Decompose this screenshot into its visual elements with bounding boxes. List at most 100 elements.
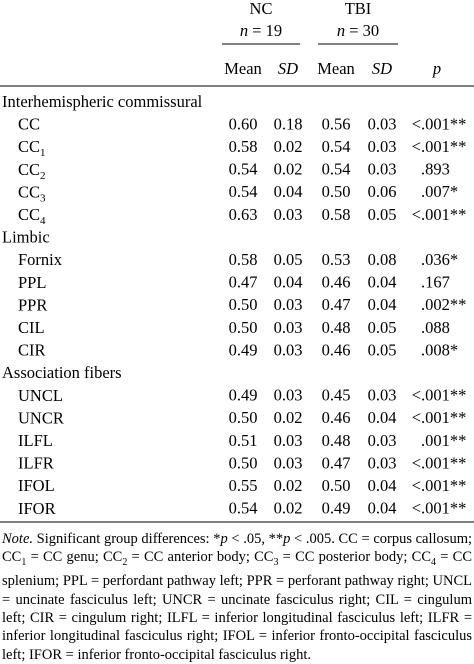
label: UNCL bbox=[18, 386, 63, 405]
cell-value: 0.05 bbox=[368, 318, 397, 337]
cell-value: 0.03 bbox=[274, 453, 303, 472]
cell-value: 0.47 bbox=[322, 295, 351, 314]
group-n: n = 19 bbox=[240, 21, 282, 40]
row-label: IFOR bbox=[18, 499, 56, 518]
note-text: = CC posterior body; CC bbox=[278, 549, 432, 566]
row-label: Fornix bbox=[18, 250, 63, 269]
cell-value: 0.02 bbox=[274, 160, 303, 179]
p-value: .893 bbox=[421, 160, 450, 179]
note-text: 2 bbox=[122, 557, 128, 569]
cell-value: 0.56 bbox=[322, 114, 351, 133]
cell-value: 0.54 bbox=[229, 499, 258, 518]
cell-value: 0.49 bbox=[229, 386, 258, 405]
p-value: .008* bbox=[421, 340, 458, 359]
row-label: CC2 bbox=[18, 160, 46, 182]
row-label: ILFR bbox=[18, 453, 54, 472]
cell-value: 0.05 bbox=[274, 250, 303, 269]
section-title: Limbic bbox=[2, 227, 50, 246]
table-note: Note. Significant group differences: *p … bbox=[2, 530, 472, 664]
cell-value: 0.58 bbox=[229, 250, 258, 269]
cell-value: 0.46 bbox=[322, 340, 351, 359]
label: ILFR bbox=[18, 453, 54, 472]
note-text: < .05, ** bbox=[227, 531, 284, 547]
p-value: .088 bbox=[421, 318, 450, 337]
label: PPL bbox=[18, 273, 46, 292]
cell-value: 0.46 bbox=[322, 408, 351, 427]
cell-value: 0.03 bbox=[368, 431, 397, 450]
cell-value: 0.02 bbox=[274, 408, 303, 427]
row-label: IFOL bbox=[18, 476, 55, 495]
note-text: = CC splenium; PPL = perfordant pathway … bbox=[2, 549, 473, 663]
label-subscript: 2 bbox=[40, 169, 46, 181]
column-header: Mean bbox=[317, 59, 355, 78]
cell-value: 0.50 bbox=[322, 182, 351, 201]
cell-value: 0.03 bbox=[368, 160, 397, 179]
label: PPR bbox=[18, 295, 47, 314]
cell-value: 0.05 bbox=[368, 340, 397, 359]
column-header: Mean bbox=[224, 59, 262, 78]
cell-value: 0.04 bbox=[368, 408, 397, 427]
note-text: Significant group differences: * bbox=[33, 531, 221, 547]
cell-value: 0.58 bbox=[229, 137, 258, 156]
label-subscript: 1 bbox=[40, 147, 46, 159]
cell-value: 0.50 bbox=[229, 408, 258, 427]
n-value: = 19 bbox=[252, 21, 282, 40]
cell-value: 0.04 bbox=[368, 499, 397, 518]
note-text: Note. bbox=[2, 531, 34, 547]
label: Fornix bbox=[18, 250, 63, 269]
row-label: CIR bbox=[18, 340, 46, 359]
cell-value: 0.54 bbox=[322, 160, 351, 179]
column-header: SD bbox=[372, 59, 392, 78]
label: IFOL bbox=[18, 476, 55, 495]
cell-value: 0.48 bbox=[322, 318, 351, 337]
group-n: n = 30 bbox=[337, 21, 379, 40]
label: CC bbox=[18, 137, 40, 156]
cell-value: 0.02 bbox=[274, 137, 303, 156]
cell-value: 0.47 bbox=[229, 273, 258, 292]
cell-value: 0.54 bbox=[229, 182, 258, 201]
cell-value: 0.04 bbox=[368, 295, 397, 314]
note-text: 3 bbox=[273, 557, 279, 569]
p-value: .007* bbox=[421, 182, 458, 201]
cell-value: 0.63 bbox=[229, 205, 258, 224]
cell-value: 0.49 bbox=[322, 499, 351, 518]
cell-value: 0.03 bbox=[274, 340, 303, 359]
cell-value: 0.04 bbox=[368, 273, 397, 292]
row-label: CC1 bbox=[18, 137, 46, 159]
p-value: <.001** bbox=[412, 408, 467, 427]
n-label: n bbox=[240, 21, 248, 40]
note-text: 1 bbox=[21, 557, 27, 569]
section-title: Association fibers bbox=[2, 363, 122, 382]
section-title: Interhemispheric commissural bbox=[2, 92, 203, 111]
p-value: .167 bbox=[421, 273, 450, 292]
p-value: <.001** bbox=[412, 476, 467, 495]
cell-value: 0.05 bbox=[368, 205, 397, 224]
row-label: CC3 bbox=[18, 182, 46, 204]
cell-value: 0.54 bbox=[322, 137, 351, 156]
column-header: SD bbox=[278, 59, 298, 78]
label: CC bbox=[18, 205, 40, 224]
cell-value: 0.06 bbox=[368, 182, 397, 201]
note-text: p bbox=[220, 531, 228, 547]
p-value: <.001** bbox=[412, 114, 467, 133]
label-subscript: 4 bbox=[40, 215, 46, 227]
cell-value: 0.03 bbox=[274, 295, 303, 314]
group-name: TBI bbox=[345, 0, 372, 18]
label-subscript: 3 bbox=[40, 192, 46, 204]
cell-value: 0.54 bbox=[229, 160, 258, 179]
row-label: PPL bbox=[18, 273, 46, 292]
cell-value: 0.51 bbox=[229, 431, 258, 450]
cell-value: 0.04 bbox=[274, 182, 303, 201]
cell-value: 0.47 bbox=[322, 453, 351, 472]
cell-value: 0.03 bbox=[274, 386, 303, 405]
label: CC bbox=[18, 160, 40, 179]
group-name: NC bbox=[250, 0, 273, 18]
cell-value: 0.02 bbox=[274, 476, 303, 495]
p-value: <.001** bbox=[412, 453, 467, 472]
row-label: CC4 bbox=[18, 205, 46, 227]
cell-value: 0.48 bbox=[322, 431, 351, 450]
cell-value: 0.03 bbox=[368, 114, 397, 133]
label: CIR bbox=[18, 340, 46, 359]
cell-value: 0.45 bbox=[322, 386, 351, 405]
